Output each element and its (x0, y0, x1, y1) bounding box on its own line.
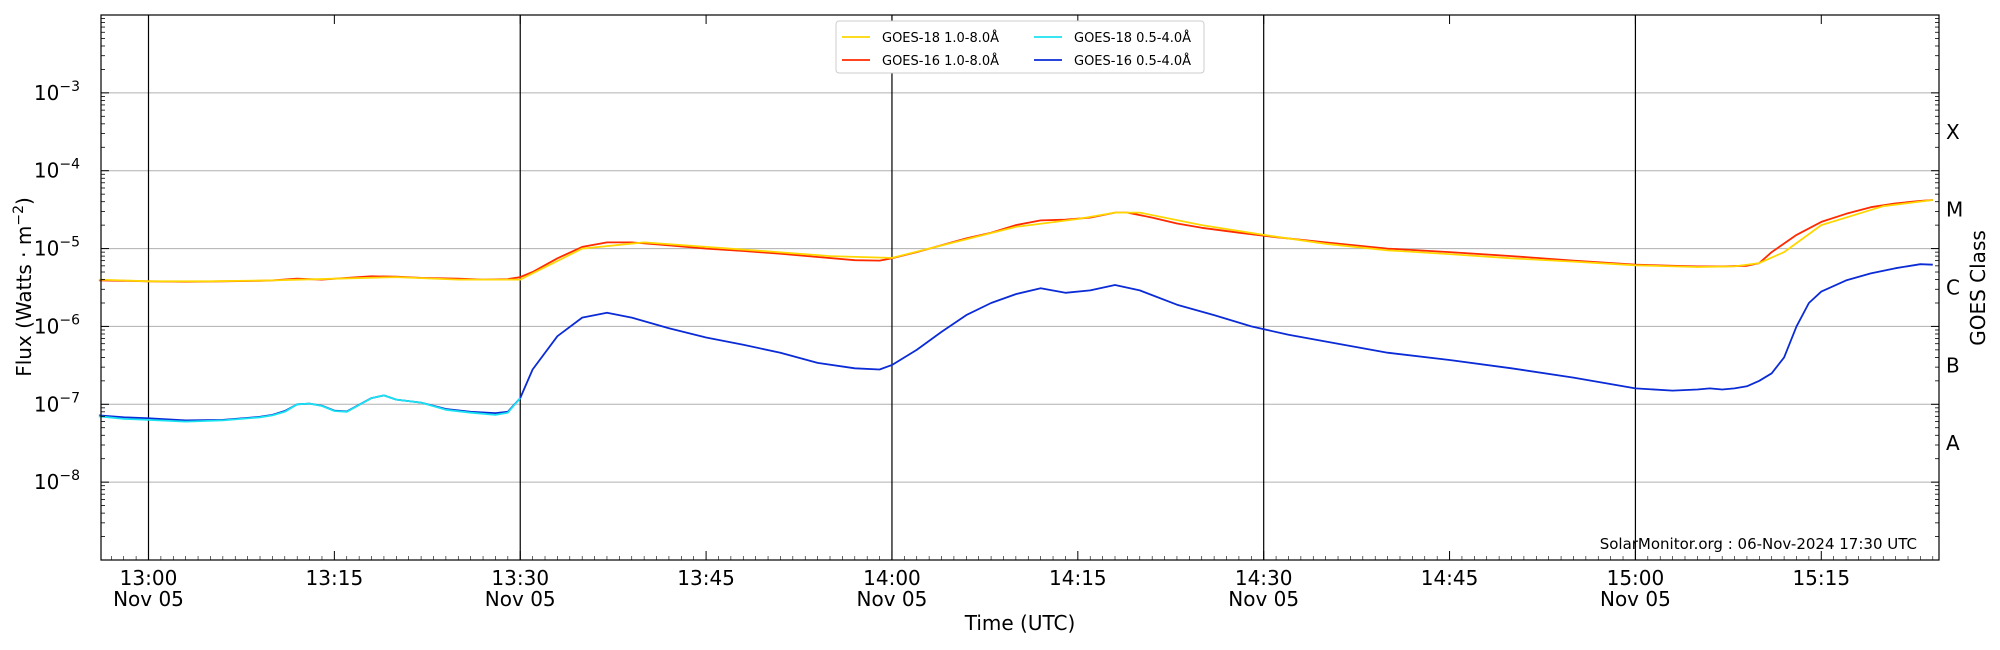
goes-class-label: M (1946, 198, 1963, 222)
x-tick-date-label: Nov 05 (1228, 587, 1299, 611)
x-tick-date-label: Nov 05 (485, 587, 556, 611)
x-axis-label: Time (UTC) (964, 611, 1076, 635)
x-tick-label: 15:15 (1792, 566, 1850, 590)
goes-class-label: C (1946, 276, 1960, 300)
x-tick-label: 14:30 (1235, 566, 1293, 590)
y-axis-label-exponent: −2 (11, 205, 27, 226)
series-line (98, 394, 521, 423)
x-tick-label: 13:00 (120, 566, 178, 590)
x-tick-date-label: Nov 05 (113, 587, 184, 611)
y-tick-base: 10 (34, 314, 59, 338)
y-tick-base: 10 (34, 159, 59, 183)
x-tick-label: 14:45 (1421, 566, 1479, 590)
y-axis-label-close: ) (12, 197, 36, 205)
y-tick-label: 10−4 (34, 157, 80, 183)
y-tick-exponent: −5 (59, 235, 80, 251)
y-tick-exponent: −7 (59, 390, 80, 406)
series-layer (98, 199, 1933, 423)
goes-class-label: B (1946, 353, 1960, 377)
series-line (98, 199, 1933, 283)
x-tick-label: 13:30 (491, 566, 549, 590)
y-tick-label: 10−3 (34, 79, 80, 105)
y-tick-exponent: −8 (59, 468, 80, 484)
legend-box (835, 20, 1205, 74)
legend: GOES-18 1.0-8.0Å GOES-18 0.5-4.0Å GOES-16 … (835, 20, 1205, 74)
goes-class-label: X (1946, 120, 1960, 144)
legend-label: GOES-18 0.5-4.0Å (1074, 30, 1191, 46)
y-tick-exponent: −6 (59, 312, 80, 328)
y-tick-exponent: −4 (59, 157, 80, 173)
y-tick-base: 10 (34, 237, 59, 261)
x-tick-date-label: Nov 05 (857, 587, 928, 611)
y-tick-base: 10 (34, 81, 59, 105)
plot-frame (100, 14, 1940, 561)
x-tick-label: 14:00 (863, 566, 921, 590)
y-tick-label: 10−5 (34, 235, 80, 261)
y-tick-base: 10 (34, 470, 59, 494)
series-line (98, 199, 1933, 283)
y-tick-label: 10−8 (34, 468, 80, 494)
y-tick-label: 10−6 (34, 312, 80, 338)
x-tick-label: 15:00 (1607, 566, 1665, 590)
x-tick-date-label: Nov 05 (1600, 587, 1671, 611)
y-axis-label: Flux (Watts · m−2) (11, 197, 36, 377)
y-tick-label: 10−7 (34, 390, 80, 416)
credit-text: SolarMonitor.org : 06-Nov-2024 17:30 UTC (1600, 535, 1917, 553)
vertical-marker-lines (147, 15, 1637, 560)
y-axis-label-main: Flux (Watts · m (12, 226, 36, 377)
goes-class-label: A (1946, 431, 1960, 455)
x-tick-label: 13:45 (677, 566, 735, 590)
grid-lines (101, 92, 1939, 483)
x-tick-label: 13:15 (306, 566, 364, 590)
legend-label: GOES-16 1.0-8.0Å (882, 53, 999, 69)
x-tick-label: 14:15 (1049, 566, 1107, 590)
legend-label: GOES-18 1.0-8.0Å (882, 30, 999, 46)
y-tick-base: 10 (34, 392, 59, 416)
goes-class-axis-label: GOES Class (1966, 230, 1990, 346)
y-tick-exponent: −3 (59, 79, 80, 95)
legend-label: GOES-16 0.5-4.0Å (1074, 53, 1191, 69)
